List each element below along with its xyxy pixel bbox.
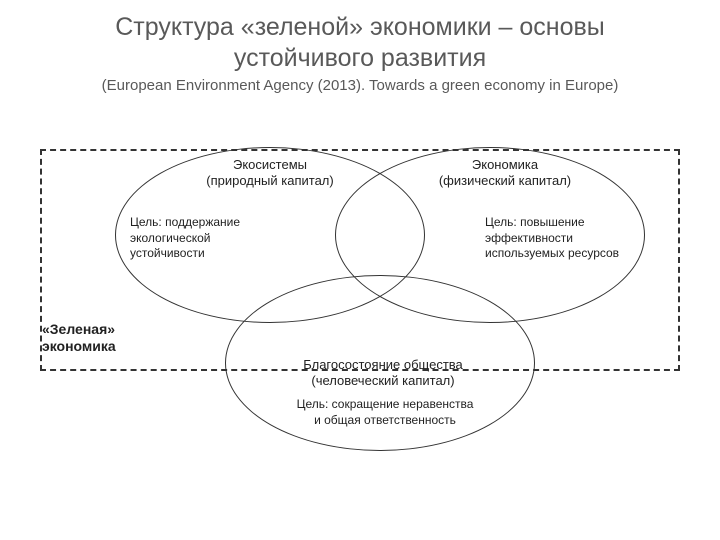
venn-diagram: «Зеленая» экономика Экосистемы (природны…: [40, 135, 680, 515]
goal-society-line1: Цель: сокращение неравенства: [297, 397, 474, 411]
title-line-1: Структура «зеленой» экономики – основы: [115, 13, 605, 41]
goal-economy-line3: используемых ресурсов: [485, 246, 619, 260]
label-ecosystems: Экосистемы (природный капитал): [190, 157, 350, 190]
label-economy-line1: Экономика: [472, 157, 538, 172]
goal-society: Цель: сокращение неравенства и общая отв…: [280, 397, 490, 428]
label-ecosystems-line2: (природный капитал): [206, 173, 333, 188]
goal-economy-line1: Цель: повышение: [485, 215, 585, 229]
goal-ecosystems: Цель: поддержание экологической устойчив…: [130, 215, 280, 262]
goal-ecosystems-line1: Цель: поддержание: [130, 215, 240, 229]
goal-ecosystems-line2: экологической: [130, 231, 211, 245]
page-title: Структура «зеленой» экономики – основы у…: [0, 0, 720, 75]
page-subtitle: (European Environment Agency (2013). Tow…: [0, 77, 720, 94]
goal-society-line2: и общая ответственность: [314, 413, 456, 427]
goal-ecosystems-line3: устойчивости: [130, 246, 205, 260]
label-society: Благосостояние общества (человеческий ка…: [278, 357, 488, 390]
green-economy-label-line1: «Зеленая»: [42, 321, 115, 337]
label-ecosystems-line1: Экосистемы: [233, 157, 307, 172]
label-society-line2: (человеческий капитал): [311, 373, 454, 388]
label-society-line1: Благосостояние общества: [303, 357, 463, 372]
title-line-2: устойчивого развития: [234, 44, 486, 72]
label-economy-line2: (физический капитал): [439, 173, 571, 188]
green-economy-label: «Зеленая» экономика: [42, 321, 116, 355]
goal-economy: Цель: повышение эффективности используем…: [485, 215, 655, 262]
green-economy-label-line2: экономика: [42, 338, 116, 354]
goal-economy-line2: эффективности: [485, 231, 573, 245]
label-economy: Экономика (физический капитал): [420, 157, 590, 190]
